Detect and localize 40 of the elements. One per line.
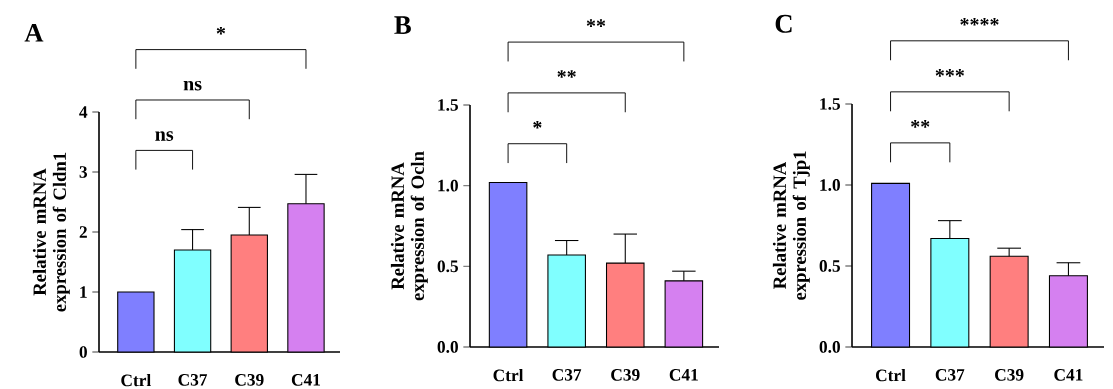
y-tick-label: 1 — [80, 286, 87, 298]
x-tick-label: C37 — [935, 369, 965, 381]
y-tick-label: 1.5 — [438, 99, 458, 111]
y-tick-label: 0.0 — [437, 341, 458, 353]
chart-title: C — [775, 14, 792, 33]
chart-title: A — [24, 23, 44, 42]
x-tick-label: Ctrl — [875, 369, 906, 382]
y-tick-label: 0 — [79, 346, 87, 358]
y-axis-title: Relative mRNA expression of Ocln — [390, 151, 428, 301]
y-tick-label: 4 — [79, 106, 88, 118]
x-tick-label: C41 — [291, 374, 321, 386]
y-tick-label: 0.0 — [819, 341, 840, 353]
y-tick-label: 1.0 — [820, 179, 840, 191]
text: *** — [935, 69, 965, 77]
text: * — [216, 26, 226, 35]
x-tick-label: C39 — [235, 374, 264, 386]
text: **** — [960, 18, 999, 26]
y-tick-label: 1.5 — [820, 98, 840, 110]
x-tick-label: Ctrl — [493, 369, 524, 382]
annotation: ** — [911, 120, 930, 128]
x-tick-label: C41 — [669, 369, 698, 381]
y-tick-label: 1.0 — [438, 179, 458, 192]
text: ns — [183, 80, 202, 91]
text: ** — [557, 70, 576, 78]
y-axis-title: Relative mRNA expression of Tjp1 — [772, 151, 810, 300]
y-axis-title: Relative mRNA expression of Cldn1 — [32, 152, 70, 312]
x-tick-label: C37 — [552, 369, 582, 381]
x-tick-label: C37 — [178, 374, 208, 386]
x-tick-label: C41 — [1054, 369, 1083, 381]
text: ** — [586, 19, 606, 27]
annotation: ns — [155, 131, 174, 141]
annotation: * — [533, 120, 542, 129]
y-tick-label: 0.5 — [819, 260, 840, 272]
x-tick-label: Ctrl — [121, 374, 151, 387]
x-tick-label: C39 — [995, 369, 1024, 381]
chart-title: B — [394, 16, 411, 34]
y-tick-label: 3 — [79, 166, 88, 178]
y-tick-label: 0.5 — [437, 260, 458, 273]
x-tick-label: C39 — [611, 369, 640, 381]
y-tick-label: 2 — [79, 226, 87, 238]
